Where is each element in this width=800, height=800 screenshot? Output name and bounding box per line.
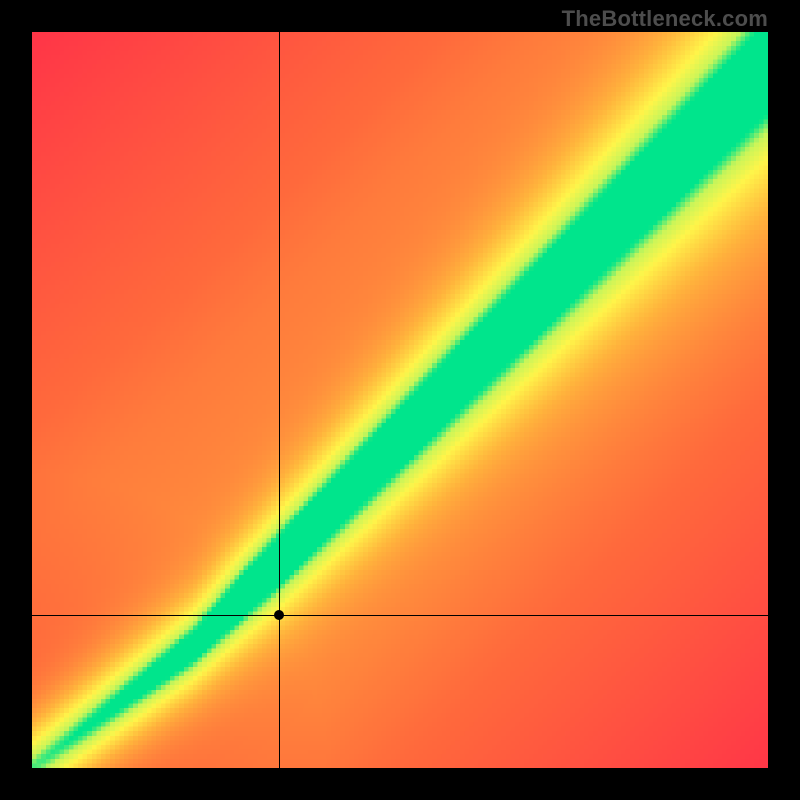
crosshair-marker bbox=[274, 610, 284, 620]
crosshair-vertical bbox=[279, 32, 280, 768]
crosshair-horizontal bbox=[32, 615, 768, 616]
chart-container: TheBottleneck.com bbox=[0, 0, 800, 800]
heatmap-plot bbox=[32, 32, 768, 768]
watermark-text: TheBottleneck.com bbox=[562, 6, 768, 32]
heatmap-canvas bbox=[32, 32, 768, 768]
